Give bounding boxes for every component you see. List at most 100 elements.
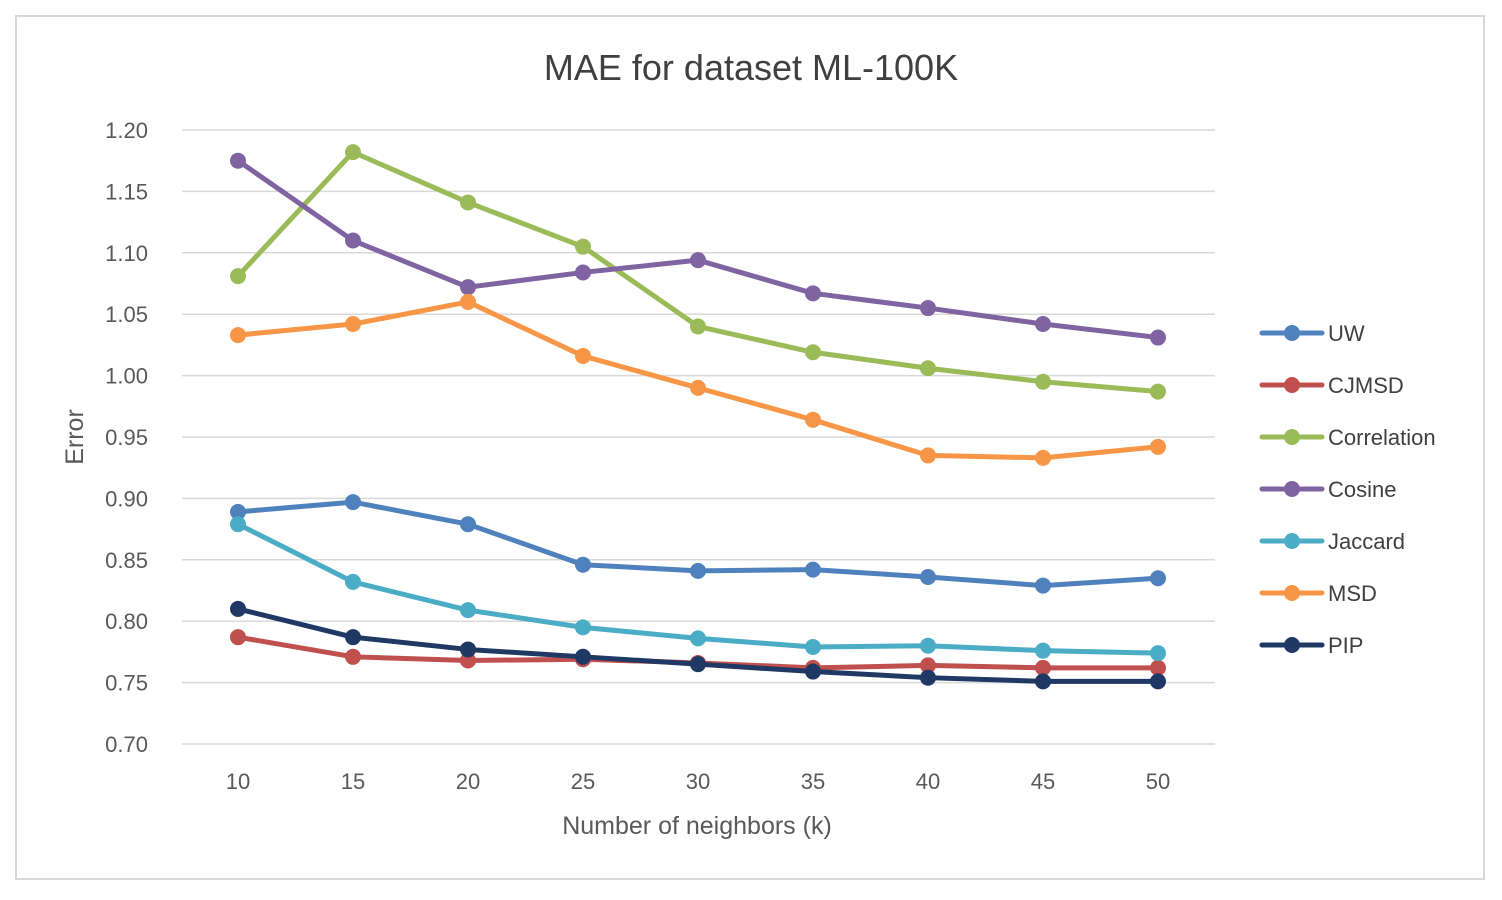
- data-point-jaccard: [805, 638, 821, 655]
- legend-item-cosine: Cosine: [1259, 477, 1396, 502]
- data-point-msd: [460, 293, 476, 310]
- data-point-msd: [1150, 438, 1166, 455]
- legend-item-cjmsd: CJMSD: [1259, 373, 1404, 398]
- data-point-pip: [345, 629, 361, 646]
- data-point-jaccard: [1035, 642, 1051, 659]
- y-tick-label: 0.75: [105, 671, 148, 696]
- data-point-pip: [575, 648, 591, 665]
- x-tick-label: 25: [571, 769, 595, 794]
- data-point-jaccard: [920, 637, 936, 654]
- x-axis-title: Number of neighbors (k): [562, 812, 832, 840]
- y-tick-label: 0.70: [105, 732, 148, 757]
- data-point-correlation: [230, 268, 246, 285]
- legend-swatch-marker: [1284, 585, 1300, 601]
- series-line-correlation: [235, 149, 1161, 395]
- data-point-pip: [920, 669, 936, 686]
- series-jaccard: [230, 516, 1166, 662]
- data-point-pip: [1150, 673, 1166, 690]
- data-point-msd: [920, 447, 936, 464]
- data-point-correlation: [1150, 383, 1166, 400]
- x-tick-label: 50: [1146, 769, 1170, 794]
- data-point-cjmsd: [460, 652, 476, 669]
- data-point-cjmsd: [1035, 659, 1051, 676]
- data-point-uw: [460, 516, 476, 533]
- legend-item-correlation: Correlation: [1259, 425, 1436, 450]
- legend-label: PIP: [1328, 633, 1363, 658]
- legend-item-msd: MSD: [1259, 581, 1377, 606]
- chart-frame: [15, 15, 1485, 880]
- data-point-msd: [690, 379, 706, 396]
- y-tick-label: 1.10: [105, 241, 148, 266]
- data-point-correlation: [1035, 373, 1051, 390]
- data-point-jaccard: [575, 619, 591, 636]
- data-point-cjmsd: [920, 657, 936, 674]
- y-tick-label: 0.90: [105, 486, 148, 511]
- data-point-cosine: [345, 232, 361, 249]
- x-tick-label: 45: [1031, 769, 1055, 794]
- series-cosine: [230, 152, 1166, 346]
- data-point-cosine: [1150, 329, 1166, 346]
- series-line-cosine: [235, 158, 1161, 341]
- data-point-jaccard: [345, 573, 361, 590]
- data-point-pip: [690, 656, 706, 673]
- data-point-cjmsd: [345, 648, 361, 665]
- legend-label: UW: [1328, 321, 1365, 346]
- data-point-jaccard: [690, 630, 706, 647]
- data-point-msd: [345, 316, 361, 333]
- data-point-jaccard: [1150, 645, 1166, 662]
- series-uw: [230, 494, 1166, 594]
- data-point-uw: [805, 561, 821, 578]
- data-point-uw: [230, 503, 246, 520]
- x-tick-label: 30: [686, 769, 710, 794]
- data-point-cosine: [460, 279, 476, 296]
- data-point-correlation: [575, 238, 591, 255]
- data-point-jaccard: [230, 516, 246, 533]
- data-point-cosine: [575, 264, 591, 281]
- x-tick-label: 40: [916, 769, 940, 794]
- data-point-correlation: [345, 144, 361, 161]
- data-point-cosine: [805, 285, 821, 302]
- data-point-uw: [575, 556, 591, 573]
- data-point-cosine: [690, 252, 706, 269]
- series-lines: [230, 144, 1166, 690]
- data-point-jaccard: [460, 602, 476, 619]
- series-pip: [230, 600, 1166, 690]
- data-point-uw: [1035, 577, 1051, 594]
- data-point-correlation: [805, 344, 821, 361]
- y-axis-ticks: 0.70 0.75 0.80 0.85 0.90 0.95 1.00 1.05 1.10 1.15…: [105, 118, 148, 757]
- data-point-uw: [690, 562, 706, 579]
- chart-title: MAE for dataset ML-100K: [544, 47, 958, 88]
- data-point-uw: [1150, 570, 1166, 587]
- data-point-cosine: [1035, 316, 1051, 333]
- x-tick-label: 35: [801, 769, 825, 794]
- series-correlation: [230, 144, 1166, 400]
- legend-label: Correlation: [1328, 425, 1436, 450]
- y-tick-label: 0.80: [105, 609, 148, 634]
- legend: UW CJMSD Correlation Cosine Jaccard MSD PIP: [1259, 321, 1436, 658]
- x-tick-label: 15: [341, 769, 365, 794]
- data-point-pip: [805, 663, 821, 680]
- data-point-cosine: [230, 152, 246, 169]
- data-point-uw: [345, 494, 361, 511]
- legend-swatch-marker: [1284, 325, 1300, 341]
- data-point-msd: [575, 347, 591, 364]
- legend-swatch-marker: [1284, 429, 1300, 445]
- legend-swatch-marker: [1284, 637, 1300, 653]
- legend-label: CJMSD: [1328, 373, 1404, 398]
- data-point-correlation: [690, 318, 706, 335]
- y-tick-label: 1.00: [105, 364, 148, 389]
- data-point-pip: [1035, 673, 1051, 690]
- y-tick-label: 1.20: [105, 118, 148, 143]
- data-point-pip: [460, 641, 476, 658]
- legend-label: Cosine: [1328, 477, 1396, 502]
- data-point-uw: [920, 568, 936, 585]
- data-point-correlation: [920, 360, 936, 377]
- legend-item-pip: PIP: [1259, 633, 1363, 658]
- data-point-pip: [230, 600, 246, 617]
- y-tick-label: 0.85: [105, 548, 148, 573]
- x-axis-ticks: 10 15 20 25 30 35 40 45 50: [226, 769, 1170, 794]
- y-axis-title: Error: [61, 409, 89, 465]
- y-tick-label: 1.05: [105, 302, 148, 327]
- data-point-correlation: [460, 194, 476, 211]
